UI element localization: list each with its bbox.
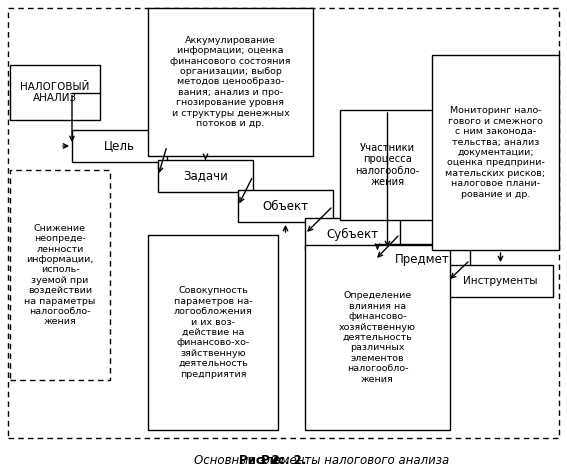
Bar	[148, 8, 313, 156]
Text: Участники
процесса
налогообло-
жения: Участники процесса налогообло- жения	[356, 143, 420, 187]
Text: Рис. 2.: Рис. 2.	[261, 454, 306, 466]
Text: Мониторинг нало-
гового и смежного
с ним законода-
тельства; анализ
документации: Мониторинг нало- гового и смежного с ним…	[446, 106, 545, 199]
Bar	[158, 160, 253, 192]
Bar	[375, 244, 470, 276]
Text: Аккумулирование
информации; оценка
финансового состояния
организации; выбор
мето: Аккумулирование информации; оценка финан…	[170, 36, 291, 128]
Text: Субъект: Субъект	[327, 228, 379, 241]
Text: Инструменты: Инструменты	[463, 276, 538, 286]
Bar	[72, 130, 167, 162]
Text: Совокупность
параметров на-
логообложения
и их воз-
действие на
финансово-хо-
зя: Совокупность параметров на- логообложени…	[174, 287, 252, 379]
Text: НАЛОГОВЫЙ
АНАЛИЗ: НАЛОГОВЫЙ АНАЛИЗ	[20, 82, 90, 103]
Bar	[340, 110, 435, 220]
Text: Определение
влияния на
финансово-
хозяйственную
деятельность
различных
элементов: Определение влияния на финансово- хозяйс…	[339, 291, 416, 384]
Bar	[448, 265, 553, 297]
Bar	[305, 245, 450, 430]
Bar	[432, 55, 559, 250]
Text: Объект: Объект	[263, 200, 308, 212]
Bar	[10, 65, 100, 120]
Bar	[10, 170, 110, 380]
Text: Рис. 2.: Рис. 2.	[239, 454, 284, 466]
Text: Цель: Цель	[104, 140, 135, 152]
Text: Основные элементы налогового анализа: Основные элементы налогового анализа	[194, 454, 449, 466]
Bar	[305, 218, 400, 250]
Bar	[148, 235, 278, 430]
Bar	[238, 190, 333, 222]
Text: Задачи: Задачи	[183, 169, 228, 183]
Text: Предмет: Предмет	[395, 253, 450, 267]
Text: Снижение
неопреде-
ленности
информации,
исполь-
зуемой при
воздействии
на параме: Снижение неопреде- ленности информации, …	[24, 224, 96, 326]
